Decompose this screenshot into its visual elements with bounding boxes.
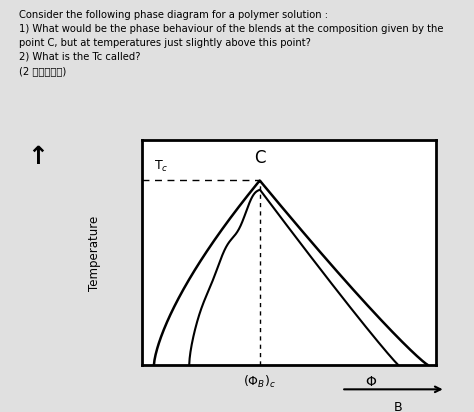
Text: C: C [254,149,265,167]
Text: T$_c$: T$_c$ [154,159,168,174]
Text: Temperature: Temperature [88,216,101,291]
Text: ↑: ↑ [27,145,48,169]
Text: $\Phi$: $\Phi$ [365,375,377,389]
Text: B: B [394,400,402,412]
Text: Consider the following phase diagram for a polymer solution :
1) What would be t: Consider the following phase diagram for… [19,10,444,76]
Text: $(\Phi_B)_c$: $(\Phi_B)_c$ [243,374,276,391]
